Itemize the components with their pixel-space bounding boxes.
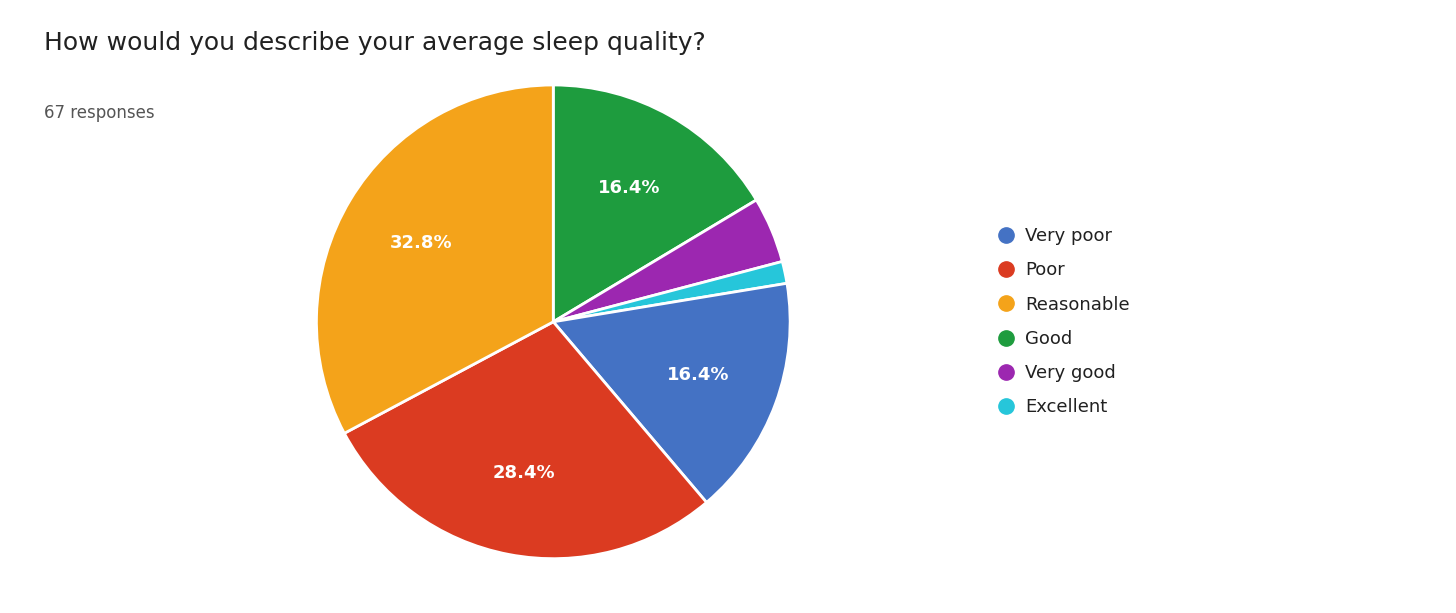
Wedge shape xyxy=(553,85,756,322)
Wedge shape xyxy=(344,322,706,558)
Text: How would you describe your average sleep quality?: How would you describe your average slee… xyxy=(44,31,705,55)
Text: 16.4%: 16.4% xyxy=(667,366,729,384)
Wedge shape xyxy=(553,283,791,503)
Text: 16.4%: 16.4% xyxy=(598,179,661,197)
Wedge shape xyxy=(553,262,786,322)
Legend: Very poor, Poor, Reasonable, Good, Very good, Excellent: Very poor, Poor, Reasonable, Good, Very … xyxy=(1002,227,1130,416)
Text: 67 responses: 67 responses xyxy=(44,104,154,122)
Wedge shape xyxy=(553,200,782,322)
Text: 28.4%: 28.4% xyxy=(494,464,556,482)
Wedge shape xyxy=(316,85,553,433)
Text: 32.8%: 32.8% xyxy=(390,234,453,251)
